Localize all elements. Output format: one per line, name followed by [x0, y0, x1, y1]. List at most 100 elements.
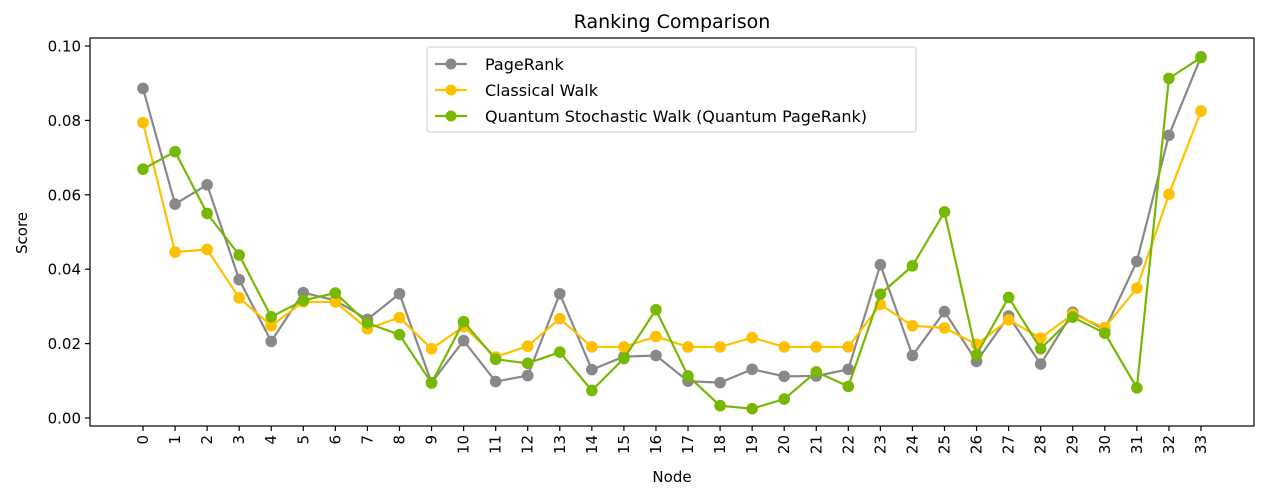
data-point: [586, 341, 598, 353]
data-point: [970, 348, 983, 361]
data-point: [1034, 343, 1047, 355]
data-point: [329, 287, 342, 299]
data-point: [521, 357, 534, 370]
x-tick-label: 27: [1000, 435, 1018, 454]
data-point: [1163, 129, 1175, 142]
data-point: [938, 305, 951, 318]
data-point: [938, 206, 951, 218]
x-tick-label: 9: [423, 435, 441, 445]
legend-item: PageRank: [435, 55, 564, 74]
data-point: [233, 249, 245, 261]
data-point: [137, 116, 149, 129]
x-tick-label: 12: [519, 435, 537, 454]
data-point: [810, 366, 823, 378]
y-axis-label: Score: [13, 212, 31, 254]
data-point: [1002, 291, 1015, 304]
data-point: [1195, 51, 1207, 64]
chart-title: Ranking Comparison: [574, 11, 771, 33]
data-point: [618, 352, 630, 365]
data-point: [489, 353, 502, 366]
x-axis-label: Node: [652, 468, 691, 486]
data-point: [842, 380, 855, 393]
data-point: [714, 341, 726, 353]
data-point: [1163, 188, 1175, 201]
y-tick-label: 0.08: [48, 112, 81, 130]
x-tick-label: 30: [1096, 435, 1114, 454]
data-point: [650, 330, 662, 343]
data-point: [778, 341, 790, 353]
data-point: [393, 287, 406, 300]
x-tick-label: 25: [936, 435, 954, 454]
data-point: [746, 363, 758, 376]
x-tick-label: 33: [1192, 435, 1210, 454]
x-tick-label: 18: [711, 435, 729, 454]
data-point: [618, 341, 630, 353]
data-point: [1163, 72, 1175, 85]
y-tick-label: 0.00: [48, 410, 81, 428]
data-point: [553, 346, 566, 358]
data-point: [842, 341, 855, 353]
data-point: [1131, 282, 1143, 294]
x-tick-label: 11: [487, 435, 505, 454]
data-point: [297, 294, 310, 307]
x-tick-label: 21: [807, 435, 825, 454]
series-2: [137, 51, 1207, 415]
data-point: [361, 317, 374, 329]
data-point: [714, 376, 726, 389]
x-tick-label: 29: [1064, 435, 1082, 454]
legend-marker-icon: [445, 110, 457, 122]
series-layer: [137, 50, 1207, 415]
x-tick-label: 31: [1128, 435, 1146, 454]
data-point: [329, 296, 342, 308]
legend-label: Quantum Stochastic Walk (Quantum PageRan…: [485, 107, 867, 126]
data-point: [650, 303, 662, 316]
x-tick-label: 4: [262, 435, 280, 445]
data-point: [169, 145, 181, 158]
legend-marker-icon: [445, 84, 457, 96]
x-tick-label: 17: [679, 435, 697, 454]
data-point: [489, 375, 502, 388]
data-point: [714, 399, 726, 412]
data-point: [1002, 313, 1015, 326]
data-point: [650, 349, 662, 362]
data-point: [265, 335, 278, 348]
data-point: [393, 311, 406, 324]
data-point: [1131, 255, 1143, 268]
x-tick-label: 26: [968, 435, 986, 454]
data-point: [810, 341, 823, 353]
data-point: [425, 343, 438, 355]
legend-box: [426, 46, 917, 133]
data-point: [457, 334, 470, 347]
x-tick-label: 15: [615, 435, 633, 454]
legend-item: Classical Walk: [435, 81, 599, 100]
data-point: [265, 319, 278, 332]
legend-marker-icon: [445, 58, 457, 70]
series-1: [137, 105, 1207, 363]
data-point: [906, 260, 919, 272]
data-point: [201, 178, 213, 191]
data-point: [1066, 311, 1079, 323]
data-point: [938, 322, 951, 334]
data-point: [169, 198, 181, 210]
data-point: [1195, 105, 1207, 117]
legend: PageRank Classical Walk Quantum Stochastic…: [426, 46, 917, 133]
data-point: [842, 363, 855, 376]
legend-item: Quantum Stochastic Walk (Quantum PageRan…: [435, 107, 867, 126]
data-point: [553, 287, 566, 300]
x-tick-label: 13: [551, 435, 569, 454]
y-tick-label: 0.06: [48, 186, 81, 204]
data-point: [1034, 358, 1047, 370]
y-tick-label: 0.10: [48, 38, 81, 56]
data-point: [746, 331, 758, 344]
data-point: [233, 292, 245, 304]
x-tick-label: 7: [358, 435, 376, 445]
data-point: [1034, 332, 1047, 344]
x-tick-label: 16: [647, 435, 665, 454]
legend-label: Classical Walk: [485, 81, 599, 100]
x-tick-label: 1: [166, 435, 184, 445]
x-tick-label: 20: [775, 435, 793, 454]
data-point: [233, 273, 245, 286]
x-tick-label: 6: [326, 435, 344, 445]
x-tick-label: 8: [390, 435, 408, 445]
